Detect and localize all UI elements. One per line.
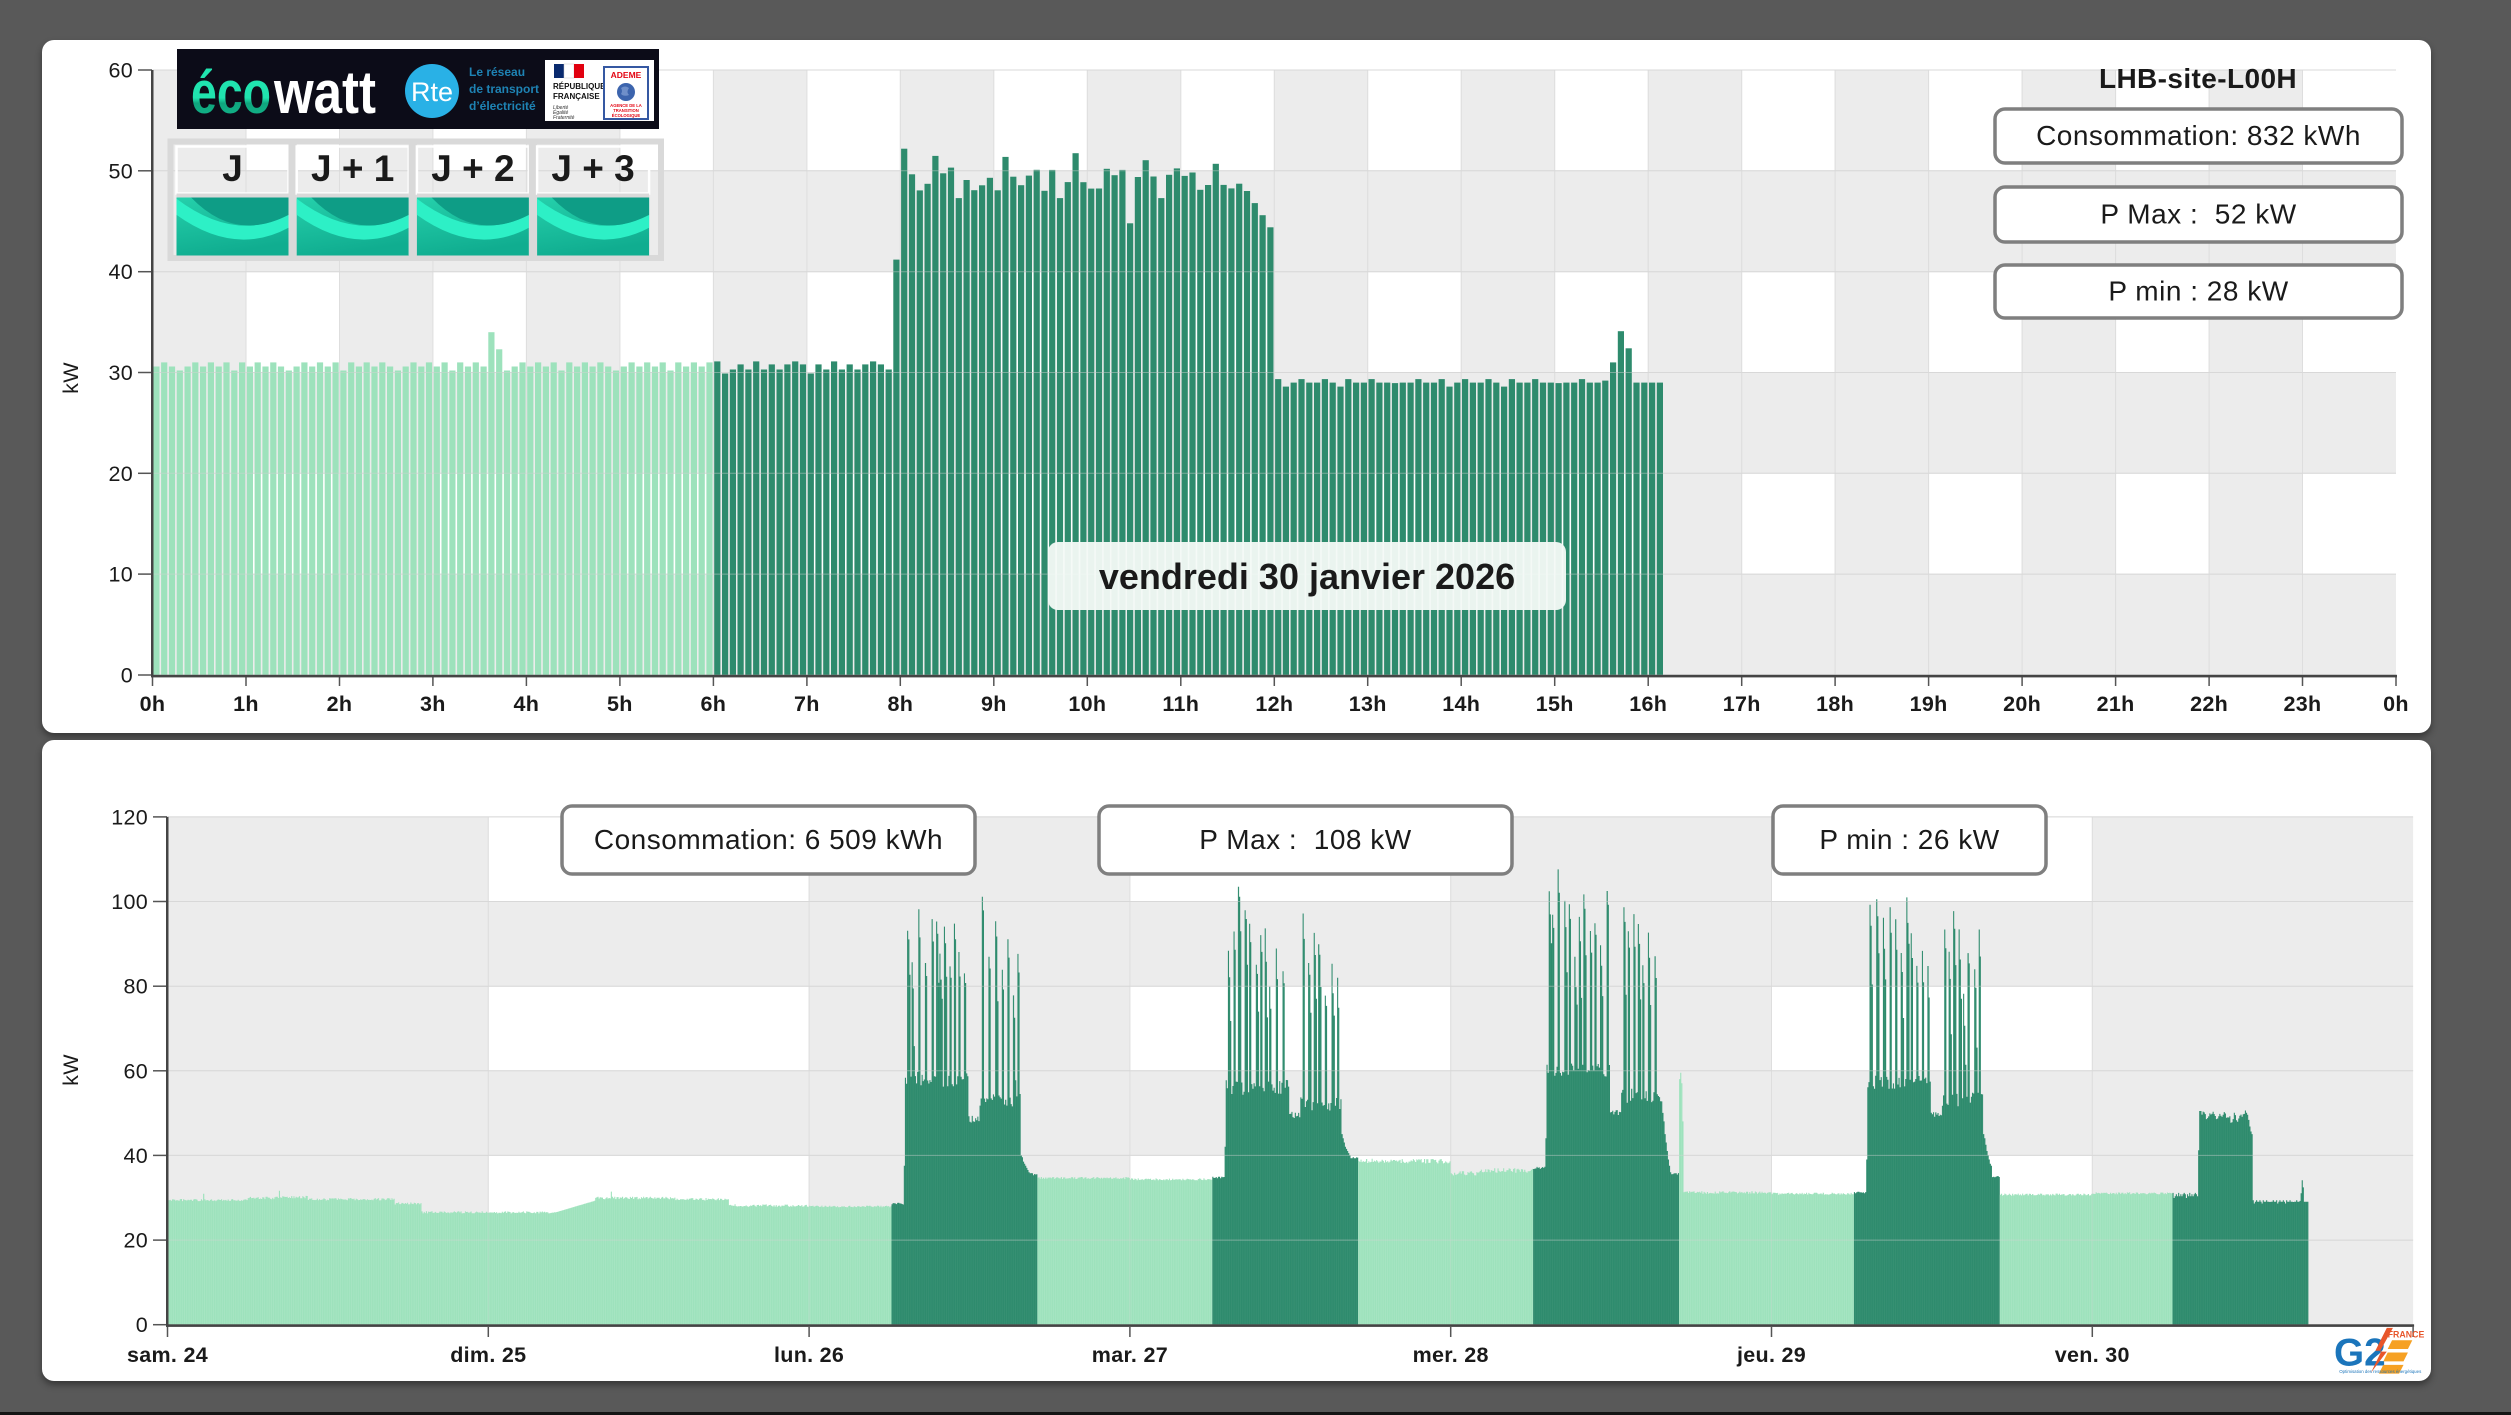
- svg-text:Consommation: 832 kWh: Consommation: 832 kWh: [2036, 120, 2361, 151]
- svg-text:120: 120: [111, 805, 148, 829]
- svg-text:0: 0: [121, 664, 133, 688]
- svg-text:0: 0: [136, 1313, 148, 1337]
- svg-text:P Max : 52 kW: P Max : 52 kW: [2100, 199, 2296, 230]
- svg-text:watt: watt: [273, 59, 376, 126]
- svg-text:19h: 19h: [1910, 692, 1948, 716]
- svg-text:FRANÇAISE: FRANÇAISE: [553, 92, 600, 101]
- svg-text:1h: 1h: [233, 692, 259, 716]
- svg-text:3h: 3h: [420, 692, 446, 716]
- svg-text:éco: éco: [191, 59, 271, 126]
- svg-text:de transport: de transport: [469, 82, 539, 96]
- svg-text:10: 10: [108, 563, 133, 587]
- svg-text:P Max : 108 kW: P Max : 108 kW: [1199, 824, 1411, 855]
- svg-text:8h: 8h: [887, 692, 913, 716]
- svg-text:P min : 28 kW: P min : 28 kW: [2108, 276, 2288, 307]
- svg-text:ÉCOLOGIQUE: ÉCOLOGIQUE: [612, 113, 641, 118]
- svg-text:dim. 25: dim. 25: [450, 1343, 526, 1367]
- svg-text:Rte: Rte: [411, 77, 453, 107]
- svg-text:40: 40: [108, 260, 133, 284]
- svg-text:80: 80: [123, 975, 148, 999]
- svg-text:18h: 18h: [1816, 692, 1854, 716]
- svg-text:6h: 6h: [701, 692, 727, 716]
- svg-text:RÉPUBLIQUE: RÉPUBLIQUE: [553, 82, 606, 91]
- svg-text:20h: 20h: [2003, 692, 2041, 716]
- svg-text:lun. 26: lun. 26: [774, 1343, 844, 1367]
- svg-text:20: 20: [123, 1229, 148, 1253]
- svg-text:P min : 26 kW: P min : 26 kW: [1819, 824, 1999, 855]
- svg-text:mer. 28: mer. 28: [1413, 1343, 1489, 1367]
- svg-text:22h: 22h: [2190, 692, 2228, 716]
- svg-text:0h: 0h: [2383, 692, 2409, 716]
- svg-text:Consommation: 6 509 kWh: Consommation: 6 509 kWh: [594, 824, 943, 855]
- svg-text:21h: 21h: [2097, 692, 2135, 716]
- svg-text:Égalité: Égalité: [553, 109, 569, 116]
- svg-text:7h: 7h: [794, 692, 820, 716]
- svg-text:LHB-site-L00H: LHB-site-L00H: [2099, 63, 2297, 94]
- svg-text:J + 2: J + 2: [431, 148, 514, 189]
- svg-text:0h: 0h: [140, 692, 166, 716]
- svg-text:vendredi 30 janvier 2026: vendredi 30 janvier 2026: [1099, 556, 1515, 597]
- svg-text:60: 60: [123, 1059, 148, 1083]
- svg-text:9h: 9h: [981, 692, 1007, 716]
- svg-text:Le réseau: Le réseau: [469, 65, 525, 79]
- svg-text:TRANSITION: TRANSITION: [613, 108, 639, 113]
- svg-text:11h: 11h: [1162, 692, 1199, 716]
- svg-text:20: 20: [108, 462, 133, 486]
- svg-text:10h: 10h: [1068, 692, 1106, 716]
- svg-text:J: J: [222, 148, 243, 189]
- svg-text:kW: kW: [59, 1054, 83, 1086]
- svg-text:40: 40: [123, 1144, 148, 1168]
- svg-text:4h: 4h: [514, 692, 540, 716]
- svg-text:sam. 24: sam. 24: [127, 1343, 208, 1367]
- svg-text:14h: 14h: [1442, 692, 1480, 716]
- svg-text:ADEME: ADEME: [611, 70, 642, 80]
- svg-text:15h: 15h: [1536, 692, 1574, 716]
- svg-text:60: 60: [108, 59, 133, 83]
- svg-text:G2: G2: [2334, 1332, 2386, 1375]
- svg-text:kW: kW: [59, 362, 83, 394]
- svg-text:Optimisation des ressources én: Optimisation des ressources énergétiques: [2339, 1369, 2422, 1374]
- svg-text:mar. 27: mar. 27: [1092, 1343, 1168, 1367]
- svg-text:Fraternité: Fraternité: [553, 115, 575, 121]
- svg-text:30: 30: [108, 361, 133, 385]
- svg-text:5h: 5h: [607, 692, 633, 716]
- svg-text:100: 100: [111, 890, 148, 914]
- svg-text:2h: 2h: [327, 692, 353, 716]
- svg-text:17h: 17h: [1723, 692, 1761, 716]
- svg-text:ven. 30: ven. 30: [2055, 1343, 2130, 1367]
- svg-text:23h: 23h: [2284, 692, 2322, 716]
- svg-text:d’électricité: d’électricité: [469, 99, 536, 113]
- svg-text:12h: 12h: [1255, 692, 1293, 716]
- svg-text:Liberté: Liberté: [553, 105, 569, 111]
- svg-text:J + 3: J + 3: [551, 148, 634, 189]
- svg-text:50: 50: [108, 159, 133, 183]
- svg-text:J + 1: J + 1: [311, 148, 394, 189]
- svg-text:AGENCE DE LA: AGENCE DE LA: [610, 103, 642, 108]
- svg-text:16h: 16h: [1629, 692, 1667, 716]
- svg-text:13h: 13h: [1349, 692, 1387, 716]
- svg-text:FRANCE: FRANCE: [2388, 1330, 2425, 1340]
- svg-text:jeu. 29: jeu. 29: [1736, 1343, 1806, 1367]
